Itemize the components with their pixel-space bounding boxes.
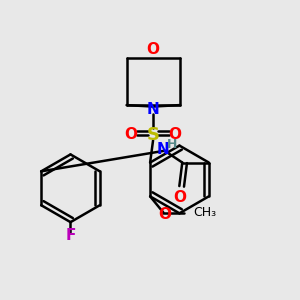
Text: N: N [157, 142, 169, 157]
Text: O: O [147, 42, 160, 57]
Text: O: O [169, 127, 182, 142]
Text: S: S [147, 125, 160, 143]
Text: O: O [158, 206, 171, 221]
Text: CH₃: CH₃ [194, 206, 217, 219]
Text: H: H [167, 138, 177, 151]
Text: N: N [147, 102, 159, 117]
Text: F: F [65, 228, 76, 243]
Text: O: O [124, 127, 137, 142]
Text: O: O [173, 190, 186, 205]
